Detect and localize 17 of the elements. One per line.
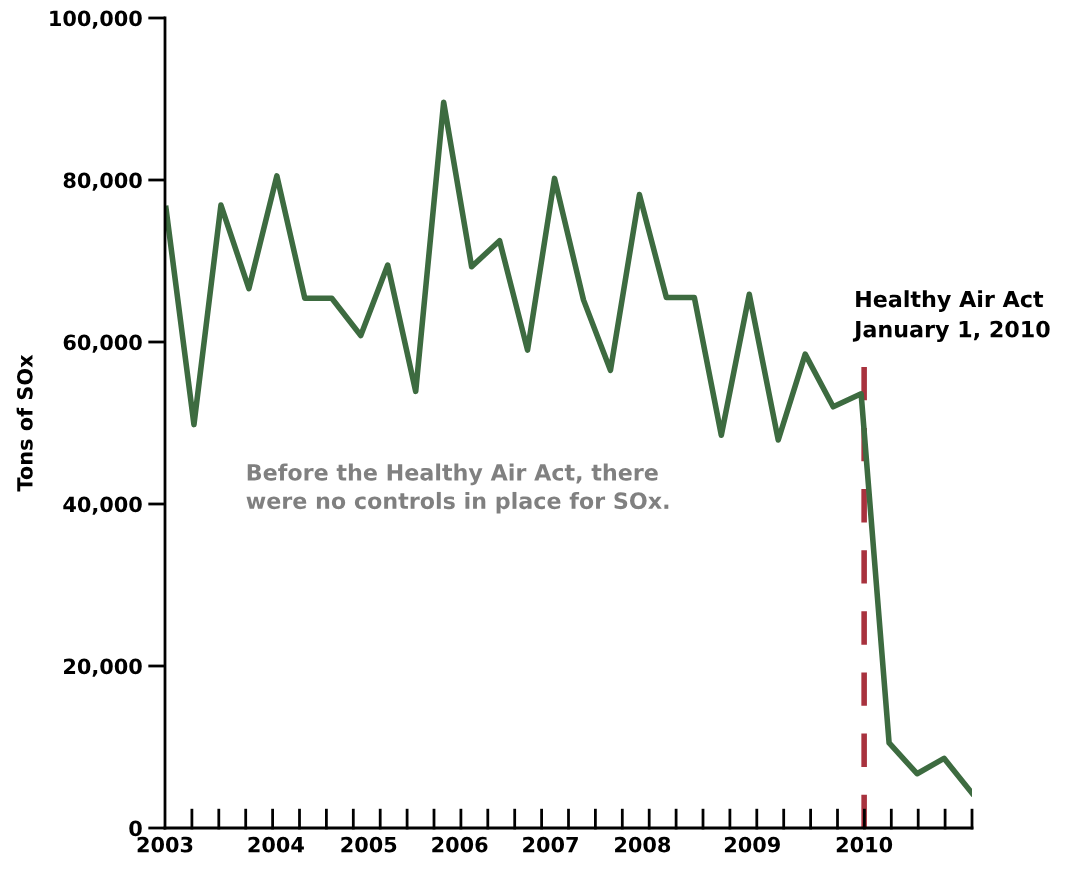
annotation: Before the Healthy Air Act, there were no controls in place for SOx. (246, 463, 669, 514)
x-tick-label: 2009 (724, 836, 780, 853)
y-tick-label: 20,000 (64, 658, 142, 677)
y-tick-label: 0 (129, 820, 142, 837)
x-tick-label: 2010 (836, 836, 893, 853)
x-tick-label: 2003 (137, 836, 193, 853)
y-tick-label: 100,000 (50, 10, 142, 29)
y-tick-label: 60,000 (63, 334, 142, 353)
x-tick-label: 2008 (615, 836, 671, 853)
x-tick-label: 2007 (523, 836, 578, 853)
y-tick-label: 40,000 (63, 496, 142, 515)
x-tick-label: 2004 (248, 836, 304, 853)
x-tick-label: 2005 (341, 836, 397, 853)
y-axis-title: Tons of SOx (16, 354, 33, 492)
y-tick-label: 80,000 (63, 172, 142, 191)
ref-line-label: Healthy Air Act January 1, 2010 (852, 290, 1050, 342)
x-tick-label: 2006 (432, 836, 488, 853)
